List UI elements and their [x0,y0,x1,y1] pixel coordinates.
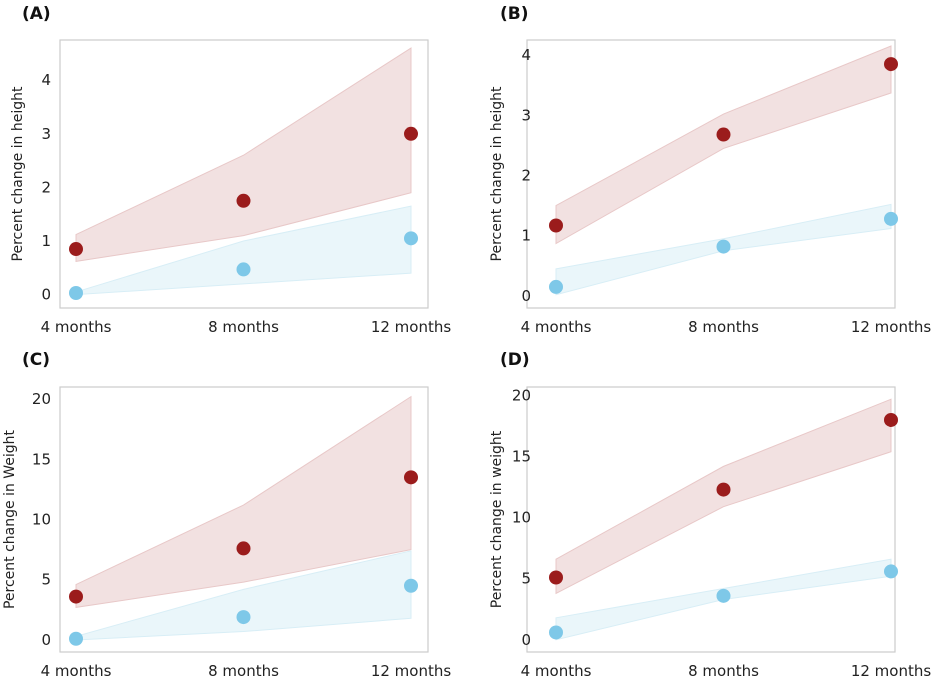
y-tick-label: 0 [521,631,531,649]
x-tick-label: 12 months [851,318,932,336]
x-tick-label: 12 months [371,318,452,336]
y-tick-label: 5 [521,570,531,588]
blue-data-point [236,610,251,625]
x-tick-label: 8 months [208,662,279,680]
red-data-point [884,57,898,72]
y-tick-label: 15 [32,450,51,468]
x-tick-label: 12 months [851,662,932,680]
blue-data-point [236,262,251,277]
red-data-point [716,482,731,497]
x-tick-label: 12 months [371,662,452,680]
panel-a-label: (A) [22,4,51,24]
blue-data-point [884,211,898,226]
panel-d-label: (D) [500,350,530,370]
y-tick-label: 20 [32,390,51,408]
red-data-point [549,570,563,585]
y-tick-label: 4 [521,46,531,64]
y-tick-label: 1 [521,227,531,245]
red-confidence-band [75,47,412,262]
y-tick-label: 2 [521,167,531,185]
blue-data-point [404,231,418,246]
blue-data-point [884,564,898,579]
red-data-point [884,412,898,427]
chart-panel-d: 0 5 10 15 20 4 months 8 months 12 months Percent… [489,386,932,680]
y-tick-label: 10 [512,509,531,527]
plot-frame [526,39,896,309]
y-tick-label: 20 [512,387,531,405]
y-tick-label: 3 [521,106,531,124]
plot-frame [59,386,429,653]
chart-panel-c: 0 5 10 15 20 4 months 8 months 12 months Percent… [2,386,452,680]
blue-data-point [549,279,563,294]
y-tick-label: 0 [41,286,51,304]
y-tick-label: 2 [41,178,51,196]
red-data-point [236,541,251,556]
x-tick-label: 4 months [521,318,592,336]
red-data-point [69,589,83,604]
y-tick-label: 15 [512,448,531,466]
red-data-point [69,242,83,257]
blue-data-point [404,578,418,593]
y-tick-label: 0 [41,631,51,649]
y-tick-label: 3 [41,125,51,143]
x-tick-label: 4 months [41,662,112,680]
x-tick-label: 8 months [688,318,759,336]
blue-data-point [69,285,83,300]
y-axis-label: Percent change in height [489,86,505,261]
x-tick-label: 8 months [688,662,759,680]
blue-data-point [716,239,731,254]
x-tick-label: 4 months [41,318,112,336]
y-axis-label: Percent change in Weight [2,429,18,609]
y-tick-label: 4 [41,71,51,89]
y-tick-label: 10 [32,511,51,529]
y-tick-label: 0 [521,287,531,305]
chart-panel-a: 0 1 2 3 4 4 months 8 months 12 months Percent ch… [10,39,452,336]
panel-b-label: (B) [500,4,529,24]
x-tick-label: 8 months [208,318,279,336]
blue-data-point [69,631,83,646]
red-data-point [404,126,418,141]
plot-frame [59,39,429,309]
y-tick-label: 1 [41,232,51,250]
red-data-point [549,218,563,233]
blue-data-point [716,588,731,603]
panel-c-label: (C) [22,350,51,370]
red-confidence-band [75,395,412,609]
x-tick-label: 4 months [521,662,592,680]
plot-frame [526,386,896,653]
chart-panel-b: 0 1 2 3 4 4 months 8 months 12 months Percent ch… [489,39,932,336]
y-tick-label: 5 [41,571,51,589]
red-confidence-band [555,45,892,245]
red-data-point [404,470,418,485]
red-data-point [716,127,731,142]
blue-data-point [549,625,563,640]
y-axis-label: Percent change in height [10,86,26,261]
red-data-point [236,193,251,208]
y-axis-label: Percent change in weight [489,430,505,608]
